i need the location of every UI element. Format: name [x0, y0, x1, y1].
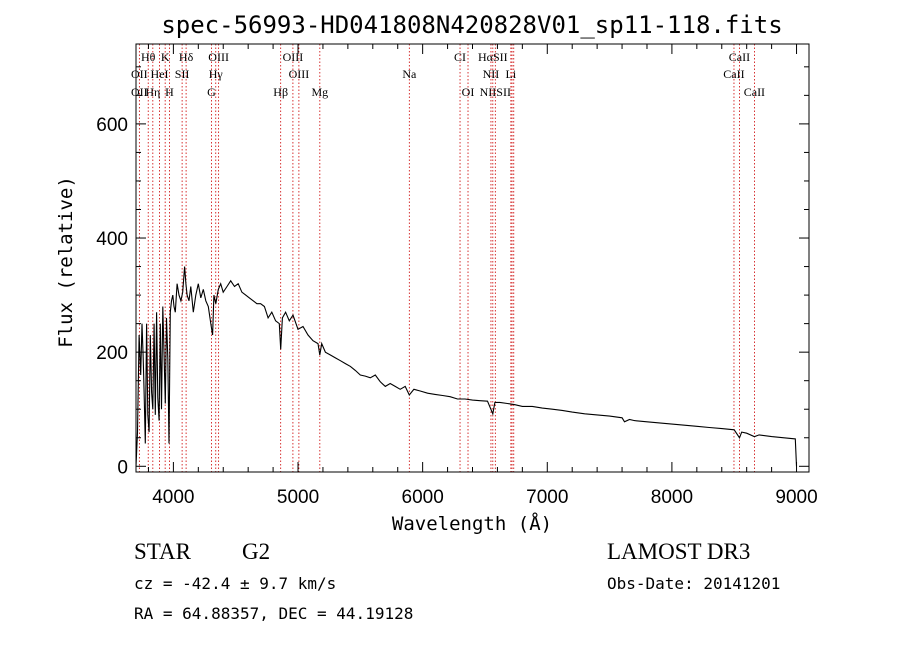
x-tick-label: 7000	[526, 487, 568, 508]
line-label: Hη	[145, 85, 160, 99]
x-tick-label: 4000	[152, 487, 194, 508]
y-tick-label: 400	[96, 229, 128, 250]
x-tick-label: 6000	[402, 487, 444, 508]
line-label: HαSII	[478, 50, 508, 64]
object-subclass: G2	[242, 539, 271, 564]
line-label: CaII	[729, 50, 750, 64]
line-label: K	[161, 50, 170, 64]
y-tick-label: 0	[117, 457, 128, 478]
x-axis-ticks: 4000 5000 6000 7000 8000 9000	[147, 44, 818, 508]
line-label: CaII	[744, 85, 765, 99]
obs-date: Obs-Date: 20141201	[607, 574, 781, 593]
line-label: CaII	[723, 67, 744, 81]
line-label: G	[207, 85, 216, 99]
line-label: OI	[462, 85, 475, 99]
x-tick-label: 8000	[651, 487, 693, 508]
x-axis-label: Wavelength (Å)	[392, 512, 552, 535]
line-label: Hδ	[179, 50, 194, 64]
chart-title: spec-56993-HD041808N420828V01_sp11-118.f…	[161, 11, 782, 39]
line-label: OII	[131, 85, 148, 99]
redshift-text: cz = -42.4 ± 9.7 km/s	[134, 574, 337, 593]
line-label: Hγ	[209, 67, 224, 81]
y-axis-label: Flux (relative)	[55, 176, 77, 348]
y-tick-label: 600	[96, 115, 128, 136]
line-markers	[138, 44, 755, 472]
line-label: OIII	[289, 67, 310, 81]
y-axis-ticks: 0 200 400 600	[96, 66, 809, 478]
coordinates: RA = 64.88357, DEC = 44.19128	[134, 604, 414, 623]
line-label: Na	[402, 67, 417, 81]
survey-name: LAMOST DR3	[607, 539, 751, 564]
line-label: SII	[175, 67, 190, 81]
line-label: Li	[506, 67, 517, 81]
line-label: CI	[454, 50, 466, 64]
line-label: Hβ	[273, 85, 288, 99]
object-class: STAR	[134, 539, 191, 564]
line-label: Hθ	[141, 50, 156, 64]
line-label: HeI	[151, 67, 169, 81]
line-label: OII	[131, 67, 148, 81]
line-label: H	[165, 85, 174, 99]
line-label: NIISII	[480, 85, 511, 99]
line-label: NII	[483, 67, 500, 81]
flux-series-line	[135, 266, 798, 467]
x-tick-label: 5000	[277, 487, 319, 508]
line-labels: Hθ K Hδ OIII OIII CI HαSII CaII OII HeI SII Hγ OIII N…	[131, 50, 765, 99]
line-label: Mg	[311, 85, 328, 99]
line-label: OIII	[208, 50, 229, 64]
x-tick-label: 9000	[775, 487, 817, 508]
line-label: OIII	[283, 50, 304, 64]
y-tick-label: 200	[96, 343, 128, 364]
plot-frame	[135, 43, 810, 473]
